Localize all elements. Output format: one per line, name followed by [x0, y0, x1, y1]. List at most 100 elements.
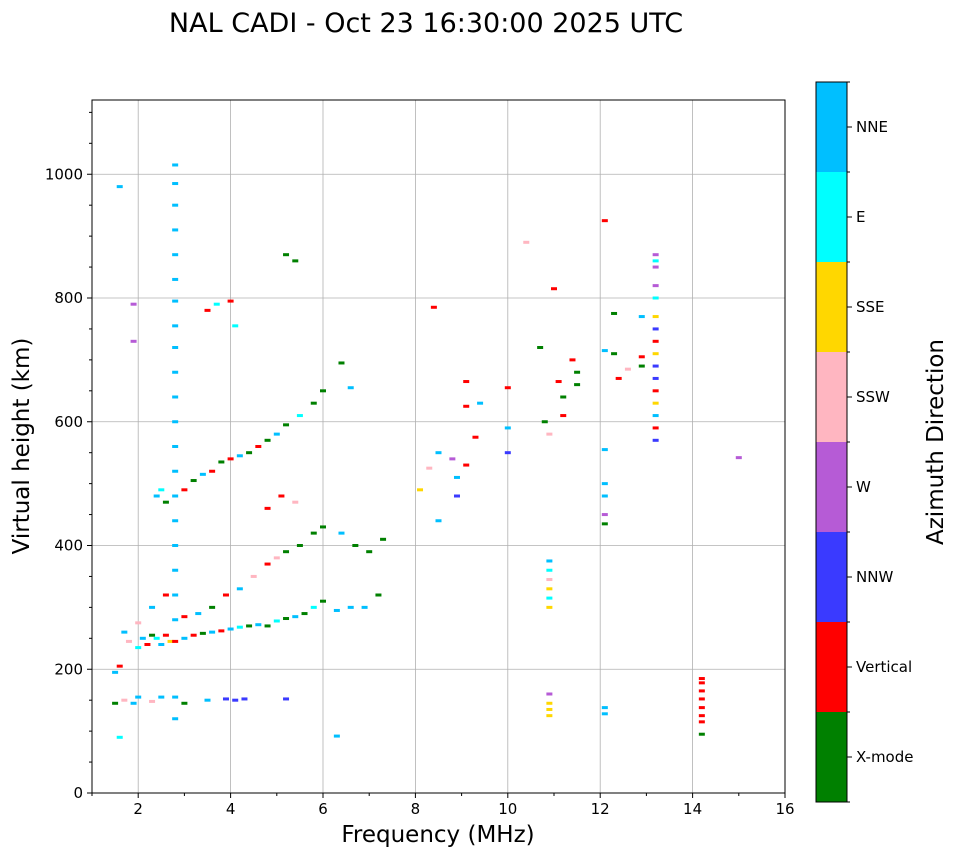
- echo-point: [698, 677, 705, 681]
- echo-point: [246, 451, 253, 455]
- echo-point: [698, 714, 705, 718]
- echo-point: [735, 456, 742, 460]
- echo-point: [546, 714, 553, 718]
- y-tick-label: 200: [54, 660, 83, 678]
- echo-point: [250, 574, 257, 578]
- echo-point: [172, 253, 179, 257]
- echo-point: [162, 633, 169, 637]
- colorbar-segment: [816, 352, 847, 442]
- echo-point: [162, 593, 169, 597]
- colorbar-segment: [816, 82, 847, 172]
- y-tick-label: 1000: [45, 165, 83, 183]
- echo-point: [209, 630, 216, 634]
- echo-point: [283, 253, 290, 257]
- echo-point: [172, 277, 179, 281]
- echo-point: [181, 636, 188, 640]
- echo-point: [546, 605, 553, 609]
- echo-point: [361, 605, 368, 609]
- echo-point: [333, 608, 340, 612]
- echo-point: [380, 537, 387, 541]
- echo-point: [463, 380, 470, 384]
- echo-point: [320, 599, 326, 603]
- echo-point: [199, 472, 206, 476]
- echo-point: [125, 639, 132, 643]
- echo-point: [172, 203, 179, 207]
- colorbar-tick-label: E: [856, 208, 865, 226]
- echo-point: [638, 355, 645, 359]
- echo-point: [121, 630, 128, 634]
- echo-point: [537, 346, 544, 349]
- echo-point: [199, 631, 206, 635]
- echo-point: [611, 352, 618, 356]
- echo-point: [153, 494, 160, 498]
- echo-point: [523, 240, 530, 244]
- echo-point: [504, 426, 511, 430]
- x-tick-label: 10: [498, 800, 517, 818]
- echo-point: [366, 550, 373, 554]
- echo-point: [172, 568, 179, 572]
- colorbar-tick-label: SSE: [856, 298, 885, 316]
- echo-point: [638, 364, 645, 368]
- colorbar-label: Azimuth Direction: [923, 339, 949, 545]
- echo-point: [116, 664, 123, 668]
- echo-point: [652, 259, 659, 263]
- y-tick-label: 0: [73, 784, 83, 802]
- y-tick-label: 600: [54, 413, 83, 431]
- echo-point: [172, 346, 179, 349]
- echo-point: [232, 698, 239, 702]
- echo-point: [158, 488, 165, 492]
- echo-point: [601, 522, 608, 526]
- echo-point: [255, 445, 262, 448]
- echo-point: [352, 544, 359, 547]
- echo-point: [624, 367, 631, 371]
- echo-point: [139, 636, 146, 640]
- colorbar-segment: [816, 442, 847, 532]
- echo-point: [153, 636, 160, 640]
- echo-point: [227, 299, 234, 303]
- echo-point: [112, 670, 119, 674]
- echo-point: [546, 587, 553, 591]
- echo-point: [227, 457, 234, 461]
- echo-point: [190, 633, 197, 637]
- echo-point: [546, 596, 553, 600]
- chart-title: NAL CADI - Oct 23 16:30:00 2025 UTC: [169, 8, 683, 39]
- echo-point: [472, 435, 479, 439]
- colorbar-segment: [816, 532, 847, 622]
- echo-point: [172, 420, 179, 424]
- echo-point: [652, 315, 659, 319]
- echo-point: [273, 556, 280, 560]
- echo-point: [264, 624, 271, 628]
- y-axis-label: Virtual height (km): [9, 338, 35, 555]
- echo-point: [417, 488, 424, 492]
- echo-point: [172, 544, 179, 547]
- echo-point: [546, 559, 553, 563]
- x-tick-label: 2: [133, 800, 143, 818]
- echo-point: [162, 500, 169, 504]
- echo-point: [555, 380, 562, 384]
- echo-point: [283, 550, 290, 554]
- echo-point: [236, 625, 243, 629]
- echo-point: [638, 315, 645, 319]
- echo-point: [541, 420, 548, 424]
- echo-point: [213, 302, 220, 306]
- echo-point: [698, 706, 705, 710]
- echo-point: [218, 629, 225, 633]
- x-tick-label: 12: [591, 800, 610, 818]
- echo-point: [615, 376, 622, 380]
- echo-point: [560, 414, 567, 418]
- echo-point: [218, 460, 225, 464]
- echo-point: [167, 639, 174, 643]
- echo-point: [652, 296, 659, 300]
- colorbar-tick-label: NNW: [856, 568, 893, 586]
- echo-point: [426, 466, 433, 470]
- echo-point: [698, 689, 705, 693]
- echo-point: [264, 562, 271, 566]
- echo-point: [255, 623, 262, 627]
- y-tick-label: 400: [54, 537, 83, 555]
- echo-point: [130, 701, 137, 705]
- plot-frame: [91, 99, 786, 794]
- echo-point: [652, 327, 659, 331]
- echo-point: [149, 605, 156, 609]
- echo-point: [181, 488, 188, 492]
- echo-point: [435, 519, 442, 523]
